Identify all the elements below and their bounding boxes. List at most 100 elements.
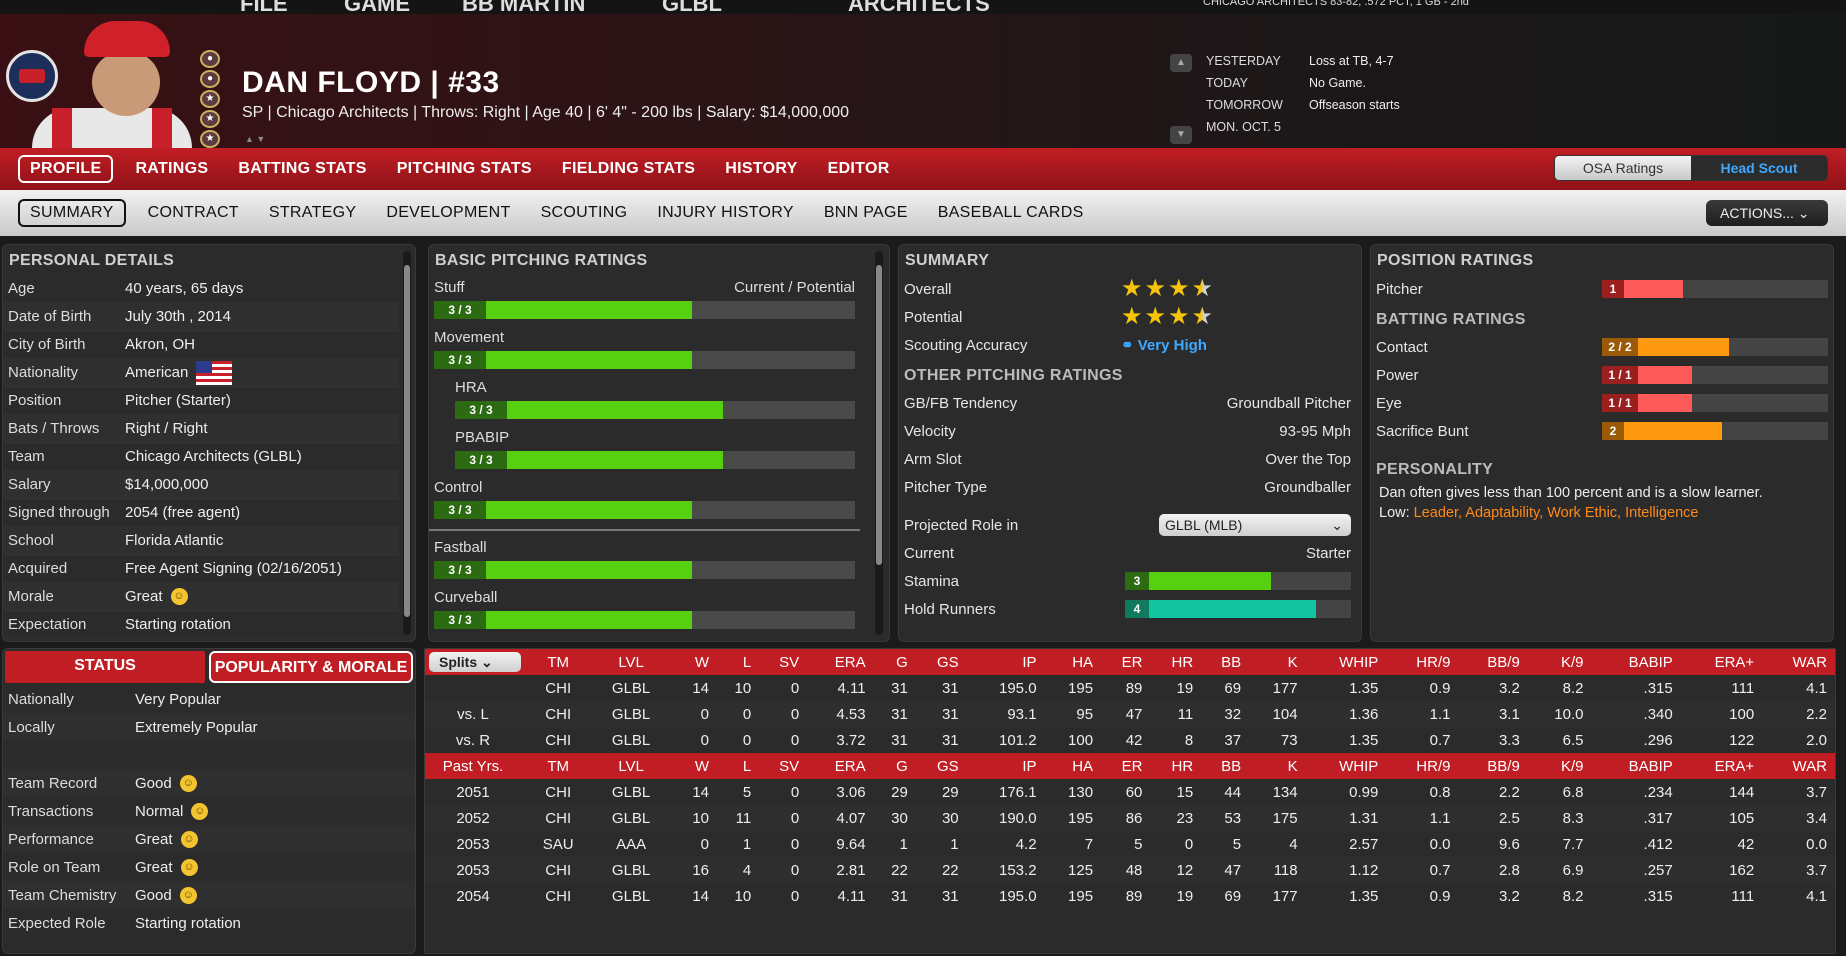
stats-column-header[interactable]: W	[674, 649, 717, 675]
subtab-bnn-page[interactable]: BNN PAGE	[823, 204, 908, 221]
stats-column-header[interactable]: GS	[915, 753, 967, 779]
stats-column-header[interactable]: ER	[1101, 753, 1151, 779]
tab-batting-stats[interactable]: BATTING STATS	[238, 160, 367, 177]
splits-header-cell: Splits ⌄	[425, 649, 529, 675]
stats-column-header[interactable]: BB	[1201, 649, 1250, 675]
subtab-strategy[interactable]: STRATEGY	[268, 204, 357, 221]
position-rating-bar: 1	[1602, 280, 1828, 298]
stats-column-header[interactable]: WAR	[1762, 753, 1835, 779]
head-scout-button[interactable]: Head Scout	[1691, 156, 1827, 180]
actions-dropdown[interactable]: ACTIONS... ⌄	[1706, 200, 1828, 226]
stats-column-header[interactable]: ERA	[807, 649, 874, 675]
stats-column-header[interactable]: K/9	[1527, 649, 1592, 675]
star-badge-icon[interactable]: ★	[200, 90, 220, 108]
scrollbar[interactable]	[403, 251, 411, 635]
stats-column-header[interactable]: L	[717, 649, 760, 675]
subtab-injury-history[interactable]: INJURY HISTORY	[657, 204, 794, 221]
stats-cell: 0	[674, 701, 717, 727]
current-role: Starter	[1305, 544, 1351, 562]
status-value: Starting rotation	[135, 914, 241, 932]
stats-column-header[interactable]: LVL	[595, 649, 675, 675]
stats-column-header[interactable]: W	[674, 753, 717, 779]
projected-role-select[interactable]: GLBL (MLB) ⌄	[1159, 514, 1351, 536]
subtab-scouting[interactable]: SCOUTING	[540, 204, 628, 221]
tab-ratings[interactable]: RATINGS	[135, 160, 209, 177]
star-badge-icon[interactable]: ★	[200, 110, 220, 128]
stats-column-header[interactable]: HR/9	[1386, 649, 1459, 675]
menu-team[interactable]: ARCHITECTS	[848, 0, 990, 14]
stats-column-header[interactable]: HA	[1044, 753, 1102, 779]
stats-column-header[interactable]: L	[717, 753, 760, 779]
osa-ratings-button[interactable]: OSA Ratings	[1555, 156, 1691, 180]
stats-column-header[interactable]: IP	[966, 649, 1045, 675]
schedule-day: MON. OCT. 5	[1206, 120, 1282, 134]
stats-column-header[interactable]: SV	[759, 753, 808, 779]
menu-manager[interactable]: BB MARTIN	[462, 0, 586, 14]
status-label: Transactions	[8, 802, 94, 820]
award-badge-icon[interactable]: ●	[200, 70, 220, 88]
menu-game[interactable]: GAME	[344, 0, 410, 14]
team-logo-icon[interactable]	[6, 50, 58, 102]
subtab-baseball-cards[interactable]: BASEBALL CARDS	[937, 204, 1084, 221]
stats-column-header[interactable]: G	[873, 649, 916, 675]
stats-column-header[interactable]: HR	[1150, 649, 1202, 675]
tab-editor[interactable]: EDITOR	[827, 160, 890, 177]
stats-column-header[interactable]: HR/9	[1386, 753, 1459, 779]
stats-column-header[interactable]: BB/9	[1458, 649, 1528, 675]
subtab-contract[interactable]: CONTRACT	[147, 204, 239, 221]
menu-file[interactable]: FILE	[240, 0, 288, 14]
scrollbar[interactable]	[875, 251, 883, 635]
stats-column-header[interactable]: ER	[1101, 649, 1151, 675]
stats-column-header[interactable]: K/9	[1527, 753, 1592, 779]
bar-value: 4	[1125, 600, 1149, 618]
stats-cell: 32	[1201, 701, 1250, 727]
stats-cell: .296	[1643, 731, 1673, 749]
stats-column-header[interactable]: ERA+	[1680, 649, 1763, 675]
stats-row-label: 2053	[456, 835, 490, 853]
stats-column-header[interactable]: K	[1249, 753, 1306, 779]
stats-column-header[interactable]: BABIP	[1591, 649, 1681, 675]
stats-column-header[interactable]: BB	[1201, 753, 1250, 779]
status-value: Great	[135, 830, 173, 848]
splits-dropdown[interactable]: Splits ⌄	[429, 652, 521, 672]
star-badge-icon[interactable]: ★	[200, 130, 220, 148]
schedule-down-button[interactable]: ▼	[1170, 126, 1192, 144]
stats-column-header[interactable]: ERA+	[1680, 753, 1763, 779]
subtab-summary[interactable]: SUMMARY	[18, 199, 126, 227]
tab-status[interactable]: STATUS	[5, 651, 205, 683]
stats-column-header[interactable]: TM	[529, 753, 596, 779]
stats-cell: 2.8	[1458, 857, 1528, 883]
award-badge-icon[interactable]: ●	[200, 50, 220, 68]
stats-column-header[interactable]: BB/9	[1458, 753, 1528, 779]
menu-league[interactable]: GLBL	[662, 0, 722, 14]
stats-column-header[interactable]: TM	[529, 649, 596, 675]
stats-column-header[interactable]: ERA	[807, 753, 874, 779]
schedule-result[interactable]: Loss at TB, 4-7	[1309, 54, 1394, 68]
tab-popularity-morale[interactable]: POPULARITY & MORALE	[209, 651, 413, 683]
stats-cell: 1.1	[1386, 805, 1459, 831]
tab-history[interactable]: HISTORY	[725, 160, 798, 177]
stats-column-header[interactable]: GS	[915, 649, 967, 675]
stats-cell: 31	[891, 887, 908, 905]
player-nav-arrows[interactable]: ▲ ▼	[245, 134, 266, 144]
stats-column-header[interactable]: HR	[1150, 753, 1202, 779]
stats-column-header[interactable]: SV	[759, 649, 808, 675]
schedule-up-button[interactable]: ▲	[1170, 54, 1192, 72]
stats-column-header[interactable]: WAR	[1762, 649, 1835, 675]
stats-column-header[interactable]: WHIP	[1305, 649, 1387, 675]
detail-label: Signed through	[8, 504, 110, 521]
stats-column-header[interactable]: K	[1249, 649, 1306, 675]
tab-profile[interactable]: PROFILE	[18, 155, 114, 183]
tab-fielding-stats[interactable]: FIELDING STATS	[561, 160, 696, 177]
rating-bar: 3 / 3	[434, 351, 855, 369]
stats-column-header[interactable]: HA	[1044, 649, 1102, 675]
stats-column-header[interactable]: WHIP	[1305, 753, 1387, 779]
stats-cell: 6.5	[1562, 731, 1584, 749]
stats-cell: 2.57	[1349, 835, 1379, 853]
tab-pitching-stats[interactable]: PITCHING STATS	[396, 160, 532, 177]
stats-column-header[interactable]: LVL	[595, 753, 675, 779]
stats-column-header[interactable]: BABIP	[1591, 753, 1681, 779]
subtab-development[interactable]: DEVELOPMENT	[386, 204, 511, 221]
stats-column-header[interactable]: G	[873, 753, 916, 779]
stats-column-header[interactable]: IP	[966, 753, 1045, 779]
